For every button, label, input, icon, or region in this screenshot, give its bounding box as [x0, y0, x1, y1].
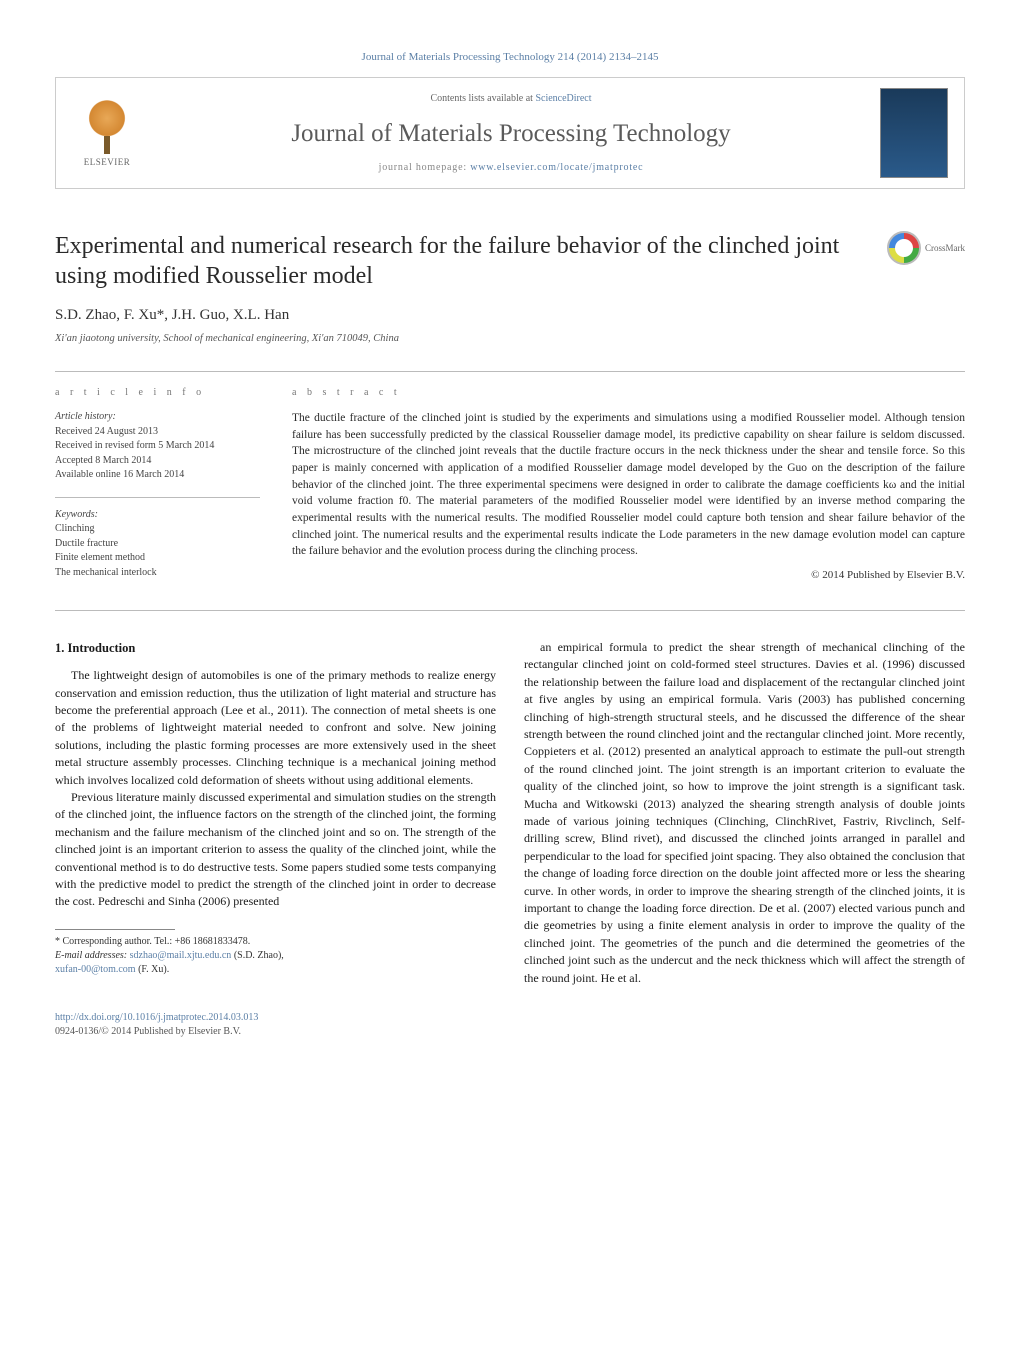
journal-cover-thumbnail — [880, 88, 948, 178]
article-info-column: a r t i c l e i n f o Article history: R… — [55, 386, 260, 594]
keywords-block: Keywords: Clinching Ductile fracture Fin… — [55, 508, 260, 581]
article-history-block: Article history: Received 24 August 2013… — [55, 410, 260, 483]
publisher-name: ELSEVIER — [84, 156, 131, 169]
info-divider — [55, 497, 260, 498]
elsevier-logo: ELSEVIER — [72, 93, 142, 173]
divider-top — [55, 371, 965, 372]
email-name: (F. Xu). — [136, 964, 170, 975]
journal-header-box: ELSEVIER Contents lists available at Sci… — [55, 77, 965, 189]
authors: S.D. Zhao, F. Xu*, J.H. Guo, X.L. Han — [55, 305, 965, 326]
body-paragraph: Previous literature mainly discussed exp… — [55, 789, 496, 911]
body-columns: 1. Introduction The lightweight design o… — [55, 639, 965, 987]
history-label: Article history: — [55, 410, 260, 425]
email-link[interactable]: sdzhao@mail.xjtu.edu.cn — [130, 950, 232, 961]
homepage-prefix: journal homepage: — [379, 162, 471, 173]
email-name: (S.D. Zhao), — [231, 950, 284, 961]
history-item: Accepted 8 March 2014 — [55, 454, 260, 469]
footnote-rule — [55, 929, 175, 930]
section-heading: 1. Introduction — [55, 639, 496, 657]
crossmark-badge[interactable]: CrossMark — [887, 231, 965, 265]
journal-reference: Journal of Materials Processing Technolo… — [55, 50, 965, 65]
issn-copyright: 0924-0136/© 2014 Published by Elsevier B… — [55, 1026, 241, 1037]
email-link[interactable]: xufan-00@tom.com — [55, 964, 136, 975]
abstract-text: The ductile fracture of the clinched joi… — [292, 410, 965, 560]
footnotes: * Corresponding author. Tel.: +86 186818… — [55, 935, 496, 977]
body-paragraph: an empirical formula to predict the shea… — [524, 639, 965, 987]
keyword-item: The mechanical interlock — [55, 566, 260, 581]
doi-link[interactable]: http://dx.doi.org/10.1016/j.jmatprotec.2… — [55, 1012, 258, 1023]
keyword-item: Ductile fracture — [55, 537, 260, 552]
article-title: Experimental and numerical research for … — [55, 231, 867, 291]
history-item: Received in revised form 5 March 2014 — [55, 439, 260, 454]
contents-prefix: Contents lists available at — [430, 93, 535, 104]
abstract-copyright: © 2014 Published by Elsevier B.V. — [292, 568, 965, 583]
abstract-heading: a b s t r a c t — [292, 386, 965, 400]
divider-bottom — [55, 610, 965, 611]
sciencedirect-link[interactable]: ScienceDirect — [535, 93, 591, 104]
elsevier-tree-icon — [82, 99, 132, 154]
header-center: Contents lists available at ScienceDirec… — [158, 92, 864, 175]
article-info-heading: a r t i c l e i n f o — [55, 386, 260, 400]
crossmark-label: CrossMark — [925, 242, 965, 255]
crossmark-icon — [887, 231, 921, 265]
keyword-item: Finite element method — [55, 551, 260, 566]
affiliation: Xi'an jiaotong university, School of mec… — [55, 332, 965, 347]
info-abstract-row: a r t i c l e i n f o Article history: R… — [55, 386, 965, 594]
history-item: Available online 16 March 2014 — [55, 468, 260, 483]
journal-name: Journal of Materials Processing Technolo… — [158, 116, 864, 151]
email-label: E-mail addresses: — [55, 950, 130, 961]
journal-homepage: journal homepage: www.elsevier.com/locat… — [158, 161, 864, 175]
title-row: Experimental and numerical research for … — [55, 231, 965, 291]
email-addresses: E-mail addresses: sdzhao@mail.xjtu.edu.c… — [55, 949, 496, 977]
corresponding-author: * Corresponding author. Tel.: +86 186818… — [55, 935, 496, 949]
body-paragraph: The lightweight design of automobiles is… — [55, 667, 496, 789]
abstract-column: a b s t r a c t The ductile fracture of … — [292, 386, 965, 594]
page-footer: http://dx.doi.org/10.1016/j.jmatprotec.2… — [55, 1011, 965, 1039]
contents-available: Contents lists available at ScienceDirec… — [158, 92, 864, 106]
keyword-item: Clinching — [55, 522, 260, 537]
homepage-link[interactable]: www.elsevier.com/locate/jmatprotec — [470, 162, 643, 173]
history-item: Received 24 August 2013 — [55, 425, 260, 440]
keywords-label: Keywords: — [55, 508, 260, 523]
